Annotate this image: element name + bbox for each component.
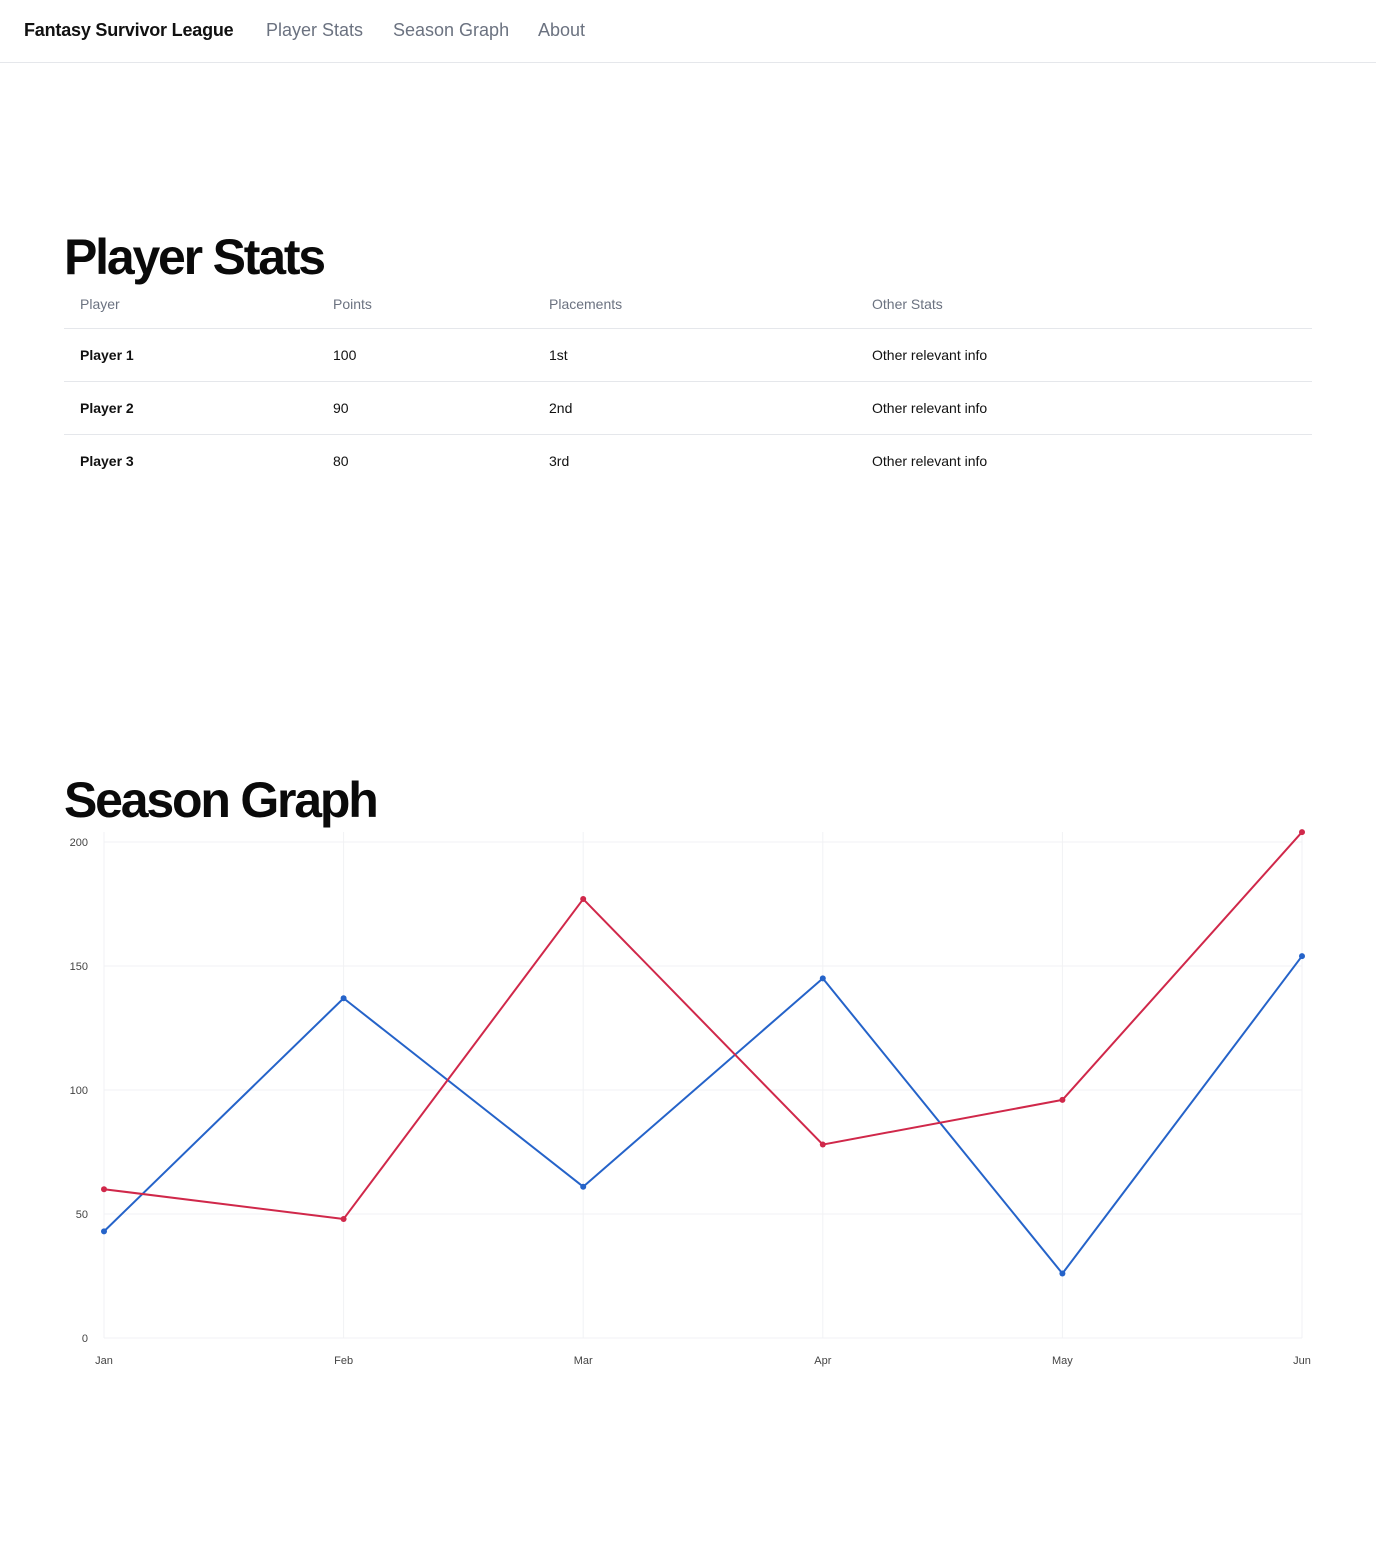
data-point [819,1141,826,1148]
y-tick-label: 0 [82,1333,88,1345]
cell-points: 100 [317,328,533,382]
season-graph-chart: 0 50 100 150 200 Jan Feb Mar Apr May Jun [64,828,1324,1378]
data-point [101,1228,107,1235]
y-tick-label: 100 [70,1085,88,1097]
table-row: Player 2 90 2nd Other relevant info [64,381,1312,435]
top-navigation: Fantasy Survivor League Player Stats Sea… [0,0,1376,63]
nav-link-player-stats[interactable]: Player Stats [266,20,364,40]
column-header-points: Points [317,280,533,329]
series-line-2 [103,831,1303,1220]
cell-player: Player 2 [64,381,317,435]
x-tick-label: Apr [814,1355,831,1367]
table-row: Player 3 80 3rd Other relevant info [64,434,1312,487]
y-tick-label: 150 [70,961,88,973]
table-row: Player 1 100 1st Other relevant info [64,328,1312,382]
line-chart: 0 50 100 150 200 Jan Feb Mar Apr May Jun [70,829,1311,1367]
data-point [340,995,347,1002]
cell-points: 90 [317,381,533,435]
cell-placement: 1st [533,328,856,382]
data-point [340,1215,347,1222]
player-stats-heading: Player Stats [64,229,326,285]
nav-link-season-graph[interactable]: Season Graph [393,20,510,40]
data-point [1299,829,1305,836]
cell-other-stats: Other relevant info [856,328,1312,382]
cell-placement: 2nd [533,381,856,435]
data-point [1059,1270,1066,1277]
data-point [1059,1096,1066,1103]
cell-other-stats: Other relevant info [856,381,1312,435]
x-tick-label: Jun [1293,1355,1311,1367]
column-header-player: Player [64,280,317,329]
cell-placement: 3rd [549,452,570,469]
x-tick-label: Mar [574,1355,593,1367]
series-line-1 [103,955,1303,1275]
player-stats-table: Player Points Placements Other Stats Pla… [64,280,1312,487]
data-point [580,1183,587,1190]
data-point [1299,953,1305,960]
x-tick-label: Jan [95,1355,113,1367]
season-graph-heading: Season Graph [64,772,379,828]
nav-link-about[interactable]: About [538,20,586,40]
column-header-placements: Placements [533,280,856,329]
y-tick-label: 50 [76,1209,88,1221]
column-header-other-stats: Other Stats [856,280,1312,329]
brand-title[interactable]: Fantasy Survivor League [24,20,234,40]
data-point [580,896,587,903]
cell-player: Player 1 [64,328,317,382]
y-tick-label: 200 [70,837,88,849]
x-tick-label: Feb [334,1355,353,1367]
data-point [819,975,826,982]
cell-other-stats: Other relevant info [872,452,988,469]
cell-points: 80 [333,452,349,469]
cell-player: Player 3 [80,452,134,469]
data-point [101,1186,107,1193]
table-header-row: Player Points Placements Other Stats [64,280,1312,329]
x-tick-label: May [1052,1355,1073,1367]
